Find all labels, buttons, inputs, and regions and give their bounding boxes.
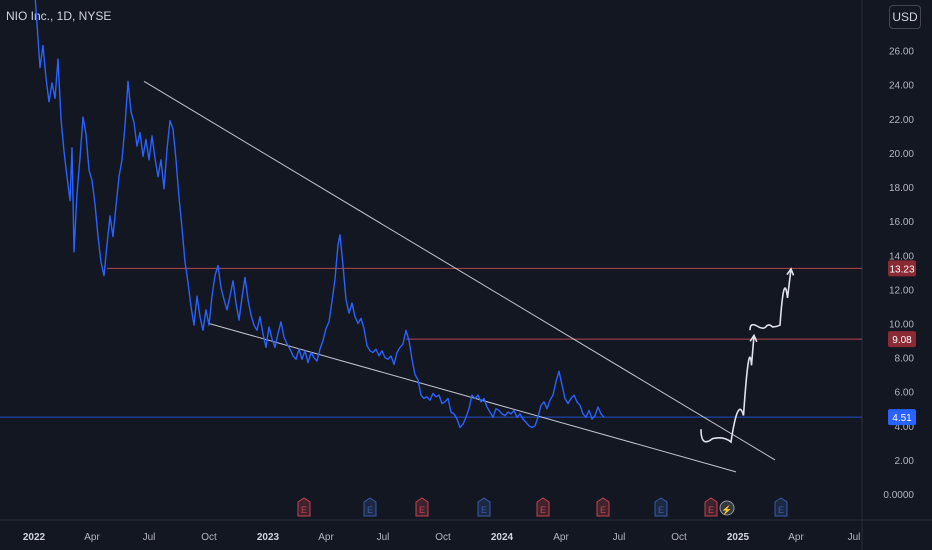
earnings-marker-label: E — [600, 505, 606, 515]
projection-arrow-zigzag — [749, 268, 792, 331]
y-tick-label: 2.00 — [895, 456, 915, 467]
y-tick-label: 20.00 — [889, 149, 914, 160]
x-tick-label: 2025 — [727, 532, 750, 543]
y-tick-label: 12.00 — [889, 285, 914, 296]
y-tick-label: 26.00 — [889, 47, 914, 58]
price-level-tag-bg — [888, 260, 916, 277]
earnings-marker-label: E — [708, 505, 714, 515]
x-tick-label: Oct — [435, 532, 451, 543]
x-tick-label: Apr — [84, 532, 100, 543]
trendline — [208, 322, 737, 473]
current-price-tag: 4.51 — [892, 413, 912, 424]
price-series-line — [34, 0, 605, 429]
earnings-marker-icon — [596, 497, 610, 517]
earnings-marker-label: E — [540, 505, 546, 515]
x-tick-label: Jul — [143, 532, 156, 543]
y-tick-label: 8.00 — [895, 354, 915, 365]
earnings-marker-label: E — [778, 505, 784, 515]
earnings-marker-icon — [477, 497, 491, 517]
earnings-marker-label: E — [481, 505, 487, 515]
x-tick-label: Jul — [848, 532, 861, 543]
x-tick-label: 2024 — [491, 532, 514, 543]
earnings-marker-label: E — [301, 505, 307, 515]
trendline — [143, 80, 776, 461]
y-tick-label: 24.00 — [889, 81, 914, 92]
current-price-tag-bg — [888, 409, 916, 426]
earnings-marker-label: E — [419, 505, 425, 515]
y-tick-label: 0.0000 — [883, 490, 914, 501]
symbol-title: NIO Inc., 1D, NYSE — [6, 9, 112, 23]
earnings-marker-icon — [536, 497, 550, 517]
earnings-marker-label: E — [658, 505, 664, 515]
earnings-marker-icon — [297, 497, 311, 517]
x-tick-label: 2022 — [23, 532, 46, 543]
price-level-tag-bg — [888, 331, 916, 348]
y-tick-label: 14.00 — [889, 251, 914, 262]
earnings-marker-icon — [774, 497, 788, 517]
price-level-tag: 9.08 — [892, 335, 912, 346]
x-tick-label: Apr — [318, 532, 334, 543]
x-tick-label: Jul — [613, 532, 626, 543]
x-tick-label: Jul — [377, 532, 390, 543]
y-tick-label: 18.00 — [889, 183, 914, 194]
projection-arrow-curve — [700, 335, 755, 444]
projection-arrowhead — [786, 267, 795, 276]
earnings-marker-icon — [704, 497, 718, 517]
y-tick-label: 22.00 — [889, 115, 914, 126]
x-tick-label: 2023 — [257, 532, 280, 543]
earnings-marker-label: E — [367, 505, 373, 515]
x-tick-label: Apr — [553, 532, 569, 543]
x-tick-label: Oct — [671, 532, 687, 543]
earnings-marker-icon — [363, 497, 377, 517]
earnings-marker-label: ⚡ — [721, 504, 732, 516]
earnings-marker-icon — [415, 497, 429, 517]
x-tick-label: Oct — [201, 532, 217, 543]
y-tick-label: 4.00 — [895, 422, 915, 433]
currency-button[interactable]: USD — [889, 5, 921, 29]
projection-arrowhead — [749, 333, 758, 343]
y-tick-label: 10.00 — [889, 319, 914, 330]
y-tick-label: 16.00 — [889, 217, 914, 228]
x-tick-label: Apr — [788, 532, 804, 543]
y-tick-label: 6.00 — [895, 388, 915, 399]
earnings-marker-icon — [654, 497, 668, 517]
price-level-tag: 13.23 — [889, 264, 914, 275]
event-marker-icon — [719, 500, 735, 516]
